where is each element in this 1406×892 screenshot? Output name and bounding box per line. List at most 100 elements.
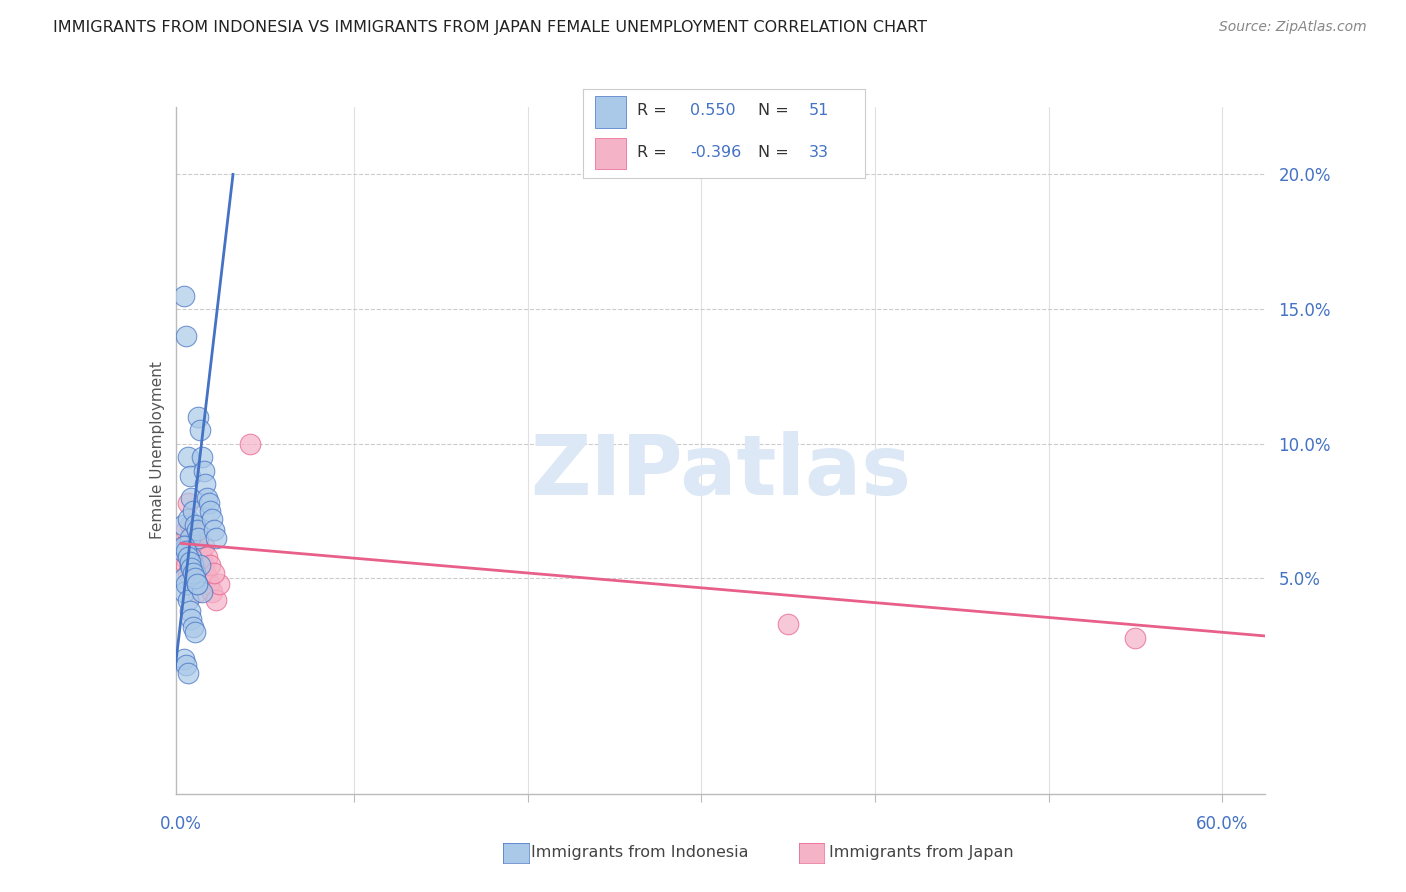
Point	[180, 491, 202, 505]
Point	[188, 558, 211, 572]
Point	[177, 450, 200, 465]
Point	[778, 617, 800, 632]
Point	[186, 531, 208, 545]
Point	[187, 531, 209, 545]
Point	[177, 549, 200, 564]
Point	[187, 409, 209, 424]
Point	[187, 576, 209, 591]
Point	[181, 558, 204, 572]
Point	[208, 576, 231, 591]
Point	[179, 531, 201, 545]
Point	[174, 558, 197, 572]
Point	[172, 517, 194, 532]
Y-axis label: Female Unemployment: Female Unemployment	[149, 361, 165, 540]
Point	[173, 585, 195, 599]
Point	[197, 576, 219, 591]
Point	[184, 566, 207, 580]
Point	[172, 539, 194, 553]
Point	[177, 566, 200, 580]
Point	[193, 558, 215, 572]
Point	[179, 517, 201, 532]
Point	[204, 593, 226, 607]
Point	[186, 523, 208, 537]
Text: 0.0%: 0.0%	[160, 815, 202, 833]
Point	[179, 555, 201, 569]
Point	[201, 512, 224, 526]
Point	[177, 496, 200, 510]
Point	[184, 625, 207, 640]
Text: N =: N =	[758, 145, 789, 160]
Point	[188, 423, 211, 437]
Point	[195, 491, 218, 505]
Text: 60.0%: 60.0%	[1197, 815, 1249, 833]
Point	[177, 512, 200, 526]
Point	[181, 504, 204, 518]
Point	[173, 652, 195, 666]
Point	[172, 544, 194, 558]
Point	[174, 523, 197, 537]
Point	[180, 549, 202, 564]
Point	[179, 604, 201, 618]
Point	[177, 665, 200, 680]
Point	[202, 523, 225, 537]
Point	[204, 531, 226, 545]
Text: 0.550: 0.550	[690, 103, 735, 118]
Point	[173, 549, 195, 564]
Point	[179, 544, 201, 558]
Point	[173, 539, 195, 553]
Text: Source: ZipAtlas.com: Source: ZipAtlas.com	[1219, 20, 1367, 34]
Point	[186, 576, 208, 591]
Point	[193, 539, 215, 553]
Point	[181, 523, 204, 537]
Point	[177, 593, 200, 607]
Point	[181, 558, 204, 572]
Text: 33: 33	[808, 145, 828, 160]
Point	[188, 566, 211, 580]
Point	[186, 576, 208, 591]
Point	[180, 560, 202, 574]
Point	[179, 558, 201, 572]
Text: IMMIGRANTS FROM INDONESIA VS IMMIGRANTS FROM JAPAN FEMALE UNEMPLOYMENT CORRELATI: IMMIGRANTS FROM INDONESIA VS IMMIGRANTS …	[53, 20, 928, 35]
Point	[193, 464, 215, 478]
Point	[191, 549, 214, 564]
Point	[174, 544, 197, 558]
Point	[200, 558, 222, 572]
Point	[191, 450, 214, 465]
Point	[174, 576, 197, 591]
Text: R =: R =	[637, 103, 666, 118]
Point	[181, 566, 204, 580]
Point	[202, 566, 225, 580]
Text: R =: R =	[637, 145, 666, 160]
Point	[200, 504, 222, 518]
Text: -0.396: -0.396	[690, 145, 741, 160]
Bar	[595, 138, 626, 169]
Point	[184, 571, 207, 585]
Text: Immigrants from Japan: Immigrants from Japan	[828, 846, 1014, 860]
Bar	[595, 96, 626, 128]
Point	[195, 549, 218, 564]
Point	[239, 436, 262, 450]
Point	[173, 288, 195, 302]
Point	[1123, 631, 1146, 645]
Point	[187, 549, 209, 564]
Point	[184, 571, 207, 585]
Point	[174, 329, 197, 343]
Point	[195, 571, 218, 585]
Point	[179, 469, 201, 483]
Point	[197, 496, 219, 510]
Point	[201, 585, 224, 599]
Point	[191, 585, 214, 599]
Point	[174, 539, 197, 553]
Point	[181, 620, 204, 634]
Point	[180, 531, 202, 545]
Text: 51: 51	[808, 103, 828, 118]
Point	[186, 585, 208, 599]
Text: Immigrants from Indonesia: Immigrants from Indonesia	[531, 846, 748, 860]
Point	[184, 517, 207, 532]
Point	[188, 544, 211, 558]
Point	[194, 477, 217, 491]
Text: N =: N =	[758, 103, 789, 118]
Point	[174, 657, 197, 672]
Point	[194, 566, 217, 580]
Point	[180, 612, 202, 626]
